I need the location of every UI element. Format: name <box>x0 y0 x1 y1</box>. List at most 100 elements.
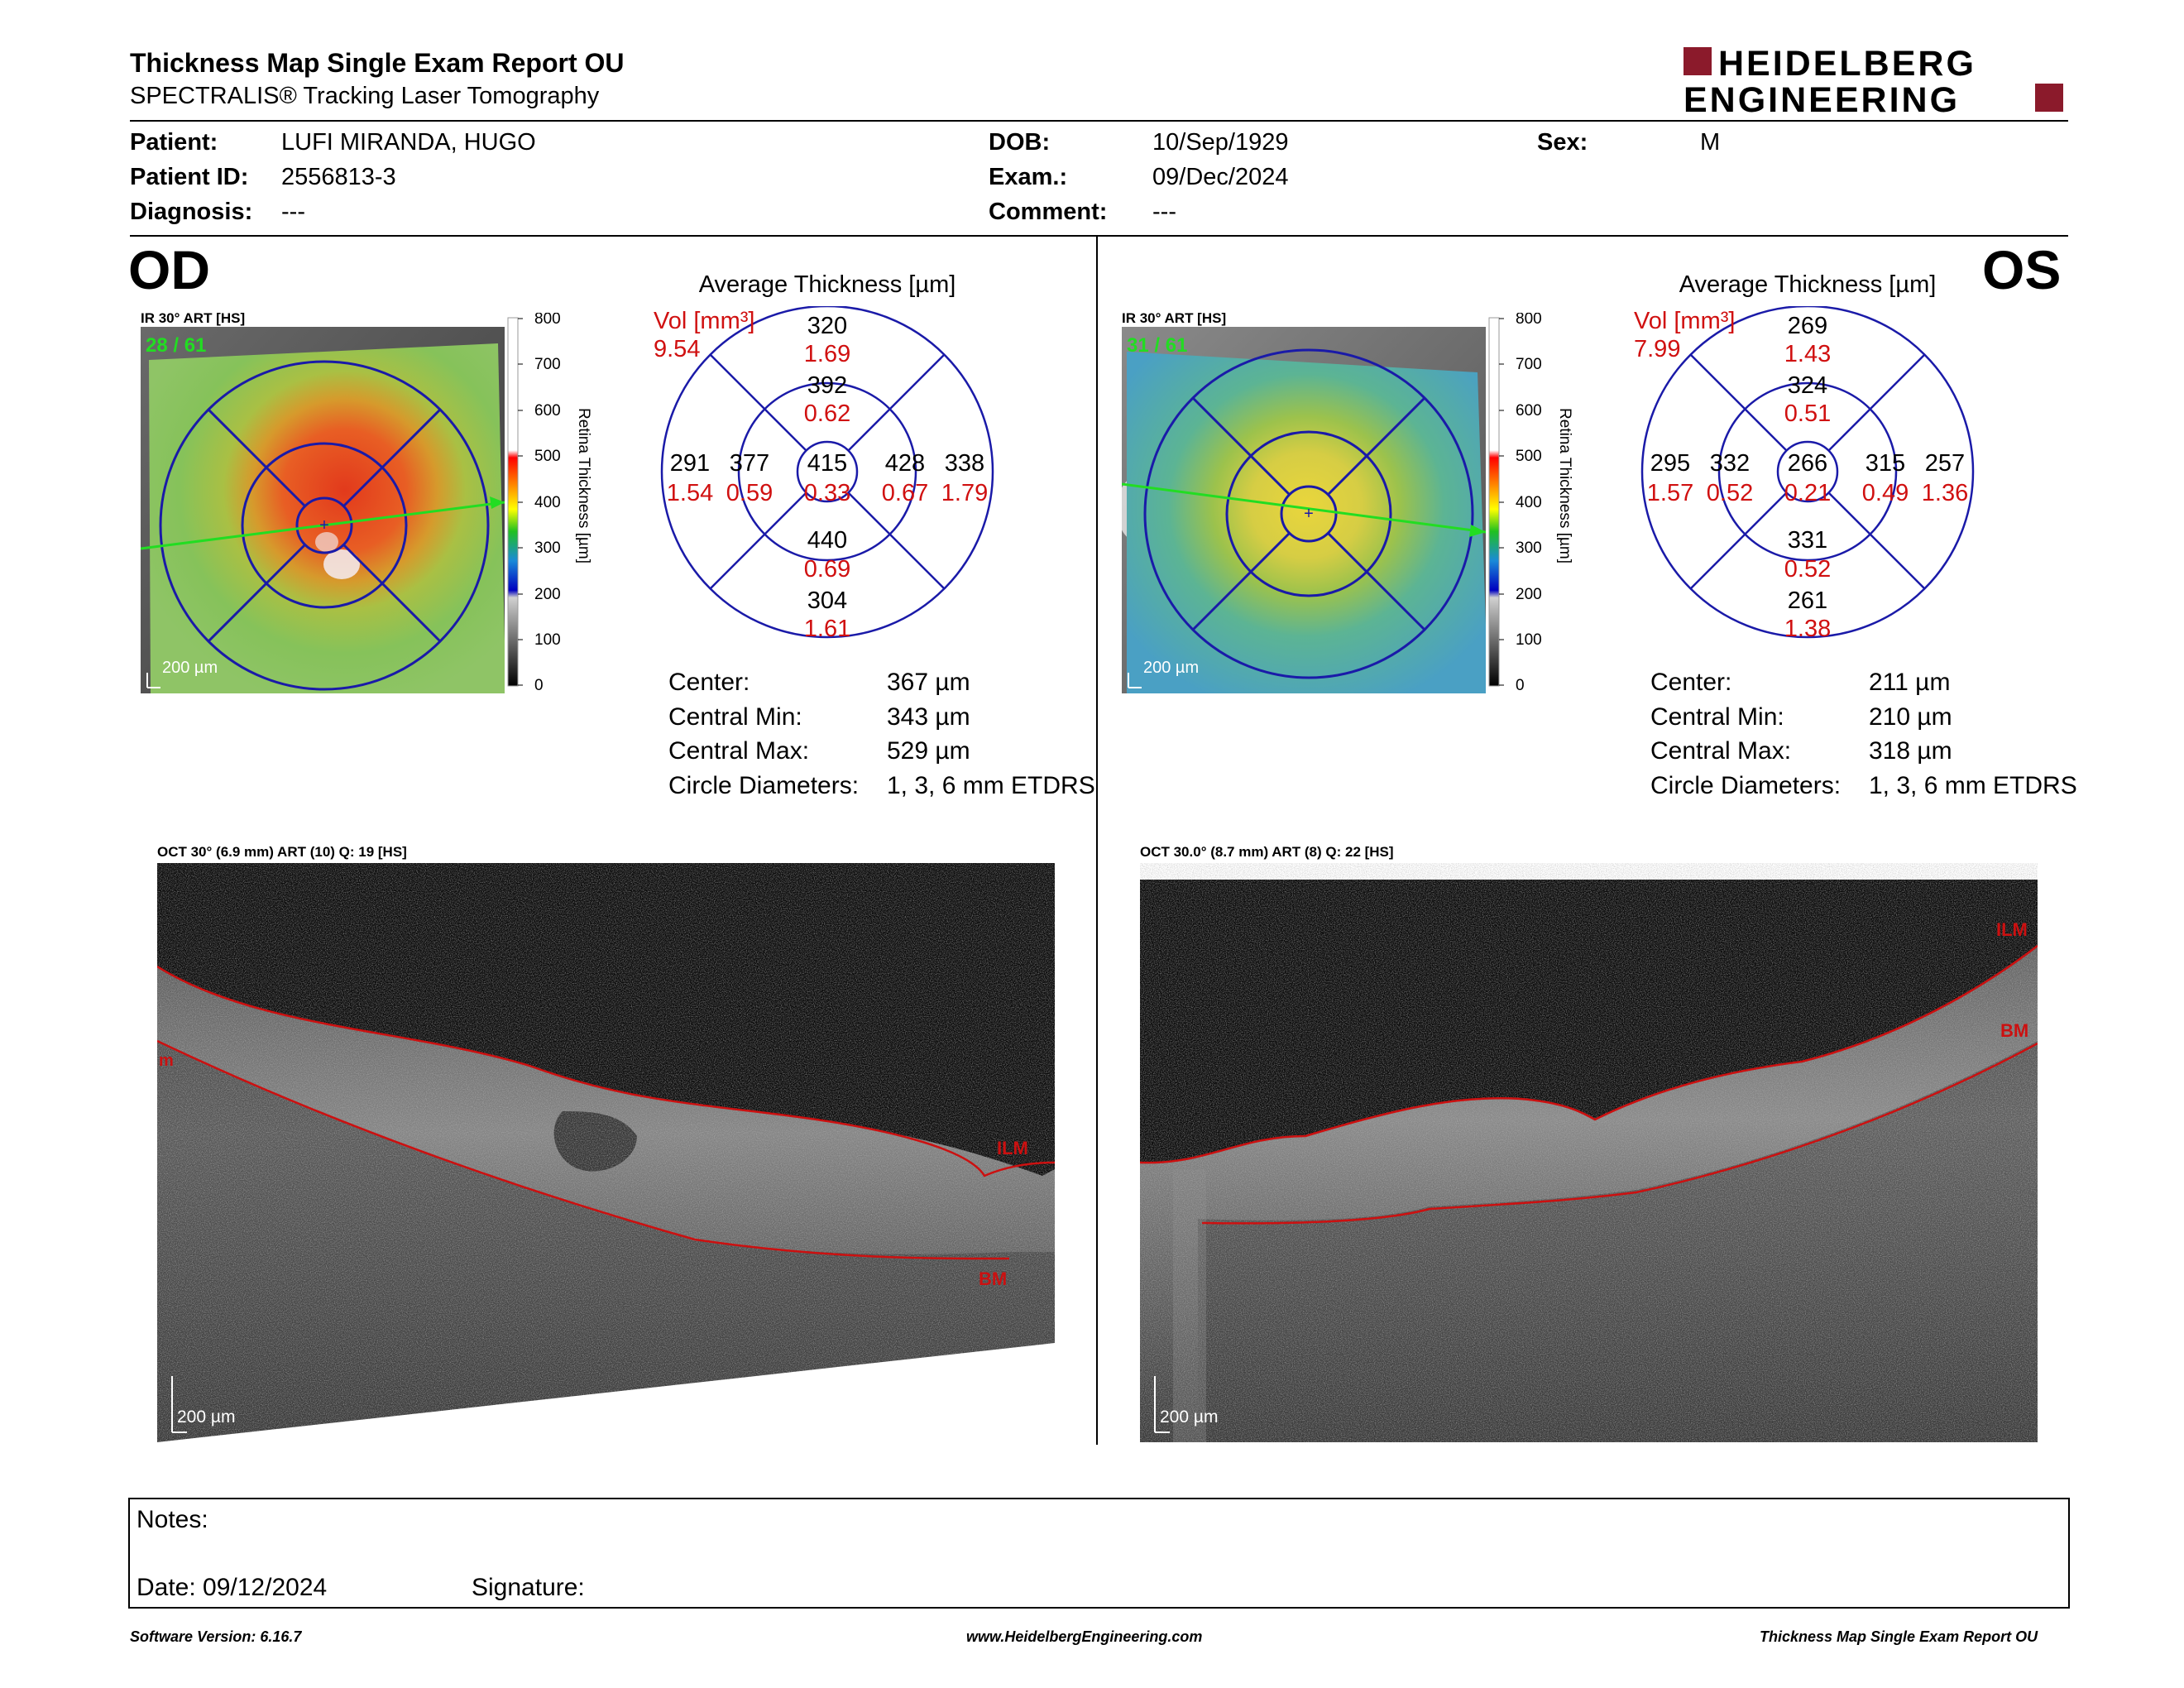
cbar-tick: 0 <box>1516 677 1525 693</box>
od-outer-sup-v: 1.69 <box>803 341 851 367</box>
footer-report-name: Thickness Map Single Exam Report OU <box>1760 1628 2038 1645</box>
od-outer-sup-t: 320 <box>807 313 848 339</box>
brand-line1: HEIDELBERG <box>1718 46 1976 84</box>
patient-label: Patient: <box>130 129 218 156</box>
od-inner-inf-t: 440 <box>807 527 848 554</box>
cbar-title-od: Retina Thickness [µm] <box>575 408 592 563</box>
os-min-value: 210 µm <box>1869 703 1952 731</box>
cbar-tick: 400 <box>534 494 561 511</box>
oct-scale-os: 200 µm <box>1160 1407 1218 1427</box>
cbar-tick: 700 <box>534 356 561 373</box>
od-outer-inf-v: 1.61 <box>803 616 851 642</box>
od-outer-right-v: 1.79 <box>941 480 989 506</box>
report-title: Thickness Map Single Exam Report OU <box>130 48 625 78</box>
bm-label-od: BM <box>979 1268 1007 1289</box>
signature-label: Signature: <box>472 1574 585 1601</box>
od-center-v: 0.33 <box>803 480 851 506</box>
thickness-map-od: + 28 / 61 200 µm <box>140 327 505 693</box>
os-outer-sup-v: 1.43 <box>1784 341 1832 367</box>
od-min-value: 343 µm <box>887 703 970 731</box>
os-min-label: Central Min: <box>1650 703 1784 731</box>
od-max-value: 529 µm <box>887 737 970 765</box>
etdrs-grid-od <box>649 305 1013 645</box>
frames-os: 31 / 61 <box>1127 334 1187 357</box>
date-label: Date: 09/12/2024 <box>136 1574 328 1601</box>
colorbar-os: 800 700 600 500 400 300 200 100 0 Retina… <box>1487 310 1578 694</box>
cbar-tick: 100 <box>534 631 561 649</box>
os-outer-right-v: 1.36 <box>1921 480 1969 506</box>
vol-total-od: 9.54 <box>654 336 701 362</box>
eye-label-os: OS <box>1982 239 2062 300</box>
cbar-tick: 300 <box>534 539 561 557</box>
comment-label: Comment: <box>989 199 1108 225</box>
oct-label-od: OCT 30° (6.9 mm) ART (10) Q: 19 [HS] <box>157 844 407 860</box>
scale-os: 200 µm <box>1143 659 1199 677</box>
od-inner-right-v: 0.67 <box>881 480 929 506</box>
od-inner-inf-v: 0.69 <box>803 556 851 583</box>
os-inner-left-v: 0.52 <box>1706 480 1754 506</box>
os-center-value: 211 µm <box>1869 669 1951 696</box>
cbar-tick: 200 <box>534 586 561 603</box>
exam-label: Exam.: <box>989 164 1068 190</box>
bm-label-os: BM <box>2000 1020 2028 1041</box>
cbar-tick: 800 <box>1516 313 1542 328</box>
od-inner-sup-t: 392 <box>807 372 848 399</box>
svg-text:+: + <box>319 516 329 535</box>
cbar-tick: 400 <box>1516 494 1542 511</box>
patient-name: LUFI MIRANDA, HUGO <box>281 129 536 156</box>
ir-label-od: IR 30° ART [HS] <box>141 310 246 326</box>
vol-label-od: Vol [mm³] <box>654 308 755 334</box>
eye-divider <box>1096 237 1098 1445</box>
os-center-t: 266 <box>1787 450 1828 477</box>
cbar-tick: 600 <box>1516 402 1542 420</box>
dob-label: DOB: <box>989 129 1051 156</box>
colorbar-od: 800 700 600 500 400 300 200 100 0 Retina… <box>506 310 597 694</box>
notes-box[interactable]: Notes: Date: 09/12/2024 Signature: <box>128 1498 2070 1609</box>
od-outer-right-t: 338 <box>944 450 985 477</box>
ilm-label-od: ILM <box>997 1138 1028 1158</box>
ilm-label-os: ILM <box>1996 919 2028 940</box>
sex-label: Sex: <box>1537 129 1588 156</box>
cbar-tick: 600 <box>534 402 561 420</box>
cbar-tick: 200 <box>1516 586 1542 603</box>
eye-label-od: OD <box>128 239 210 300</box>
diagnosis-label: Diagnosis: <box>130 199 253 225</box>
od-outer-left-t: 291 <box>669 450 711 477</box>
scale-od: 200 µm <box>162 659 218 677</box>
software-version: Software Version: 6.16.7 <box>130 1628 302 1645</box>
cbar-title-os: Retina Thickness [µm] <box>1556 408 1573 563</box>
notes-label: Notes: <box>136 1506 208 1533</box>
os-outer-left-v: 1.57 <box>1646 480 1694 506</box>
od-inner-left-v: 0.59 <box>726 480 774 506</box>
od-min-label: Central Min: <box>668 703 802 731</box>
os-diam-value: 1, 3, 6 mm ETDRS <box>1869 772 2077 799</box>
od-inner-sup-v: 0.62 <box>803 400 851 427</box>
os-max-value: 318 µm <box>1869 737 1952 765</box>
cbar-tick: 500 <box>534 448 561 465</box>
oct-bscan-os: ILM BM 200 µm <box>1139 863 2038 1442</box>
os-outer-sup-t: 269 <box>1787 313 1828 339</box>
cbar-tick: 800 <box>534 313 561 328</box>
os-outer-left-t: 295 <box>1650 450 1691 477</box>
od-center-value: 367 µm <box>887 669 970 696</box>
os-center-v: 0.21 <box>1784 480 1832 506</box>
os-inner-sup-t: 324 <box>1787 372 1828 399</box>
os-inner-sup-v: 0.51 <box>1784 400 1832 427</box>
os-max-label: Central Max: <box>1650 737 1792 765</box>
os-inner-inf-v: 0.52 <box>1784 556 1832 583</box>
cbar-tick: 0 <box>534 677 544 693</box>
od-inner-right-t: 428 <box>884 450 926 477</box>
os-diam-label: Circle Diameters: <box>1650 772 1842 799</box>
od-center-t: 415 <box>807 450 848 477</box>
patient-id-label: Patient ID: <box>130 164 249 190</box>
os-center-label: Center: <box>1650 669 1732 696</box>
vol-total-os: 7.99 <box>1634 336 1681 362</box>
dob-value: 10/Sep/1929 <box>1152 129 1289 156</box>
cbar-tick: 500 <box>1516 448 1542 465</box>
os-outer-right-t: 257 <box>1924 450 1966 477</box>
etdrs-grid-os <box>1630 305 1994 645</box>
website-link[interactable]: www.HeidelbergEngineering.com <box>966 1628 1203 1645</box>
os-inner-inf-t: 331 <box>1787 527 1828 554</box>
od-diam-label: Circle Diameters: <box>668 772 860 799</box>
thickness-map-os: + 31 / 61 200 µm <box>1117 327 1487 693</box>
